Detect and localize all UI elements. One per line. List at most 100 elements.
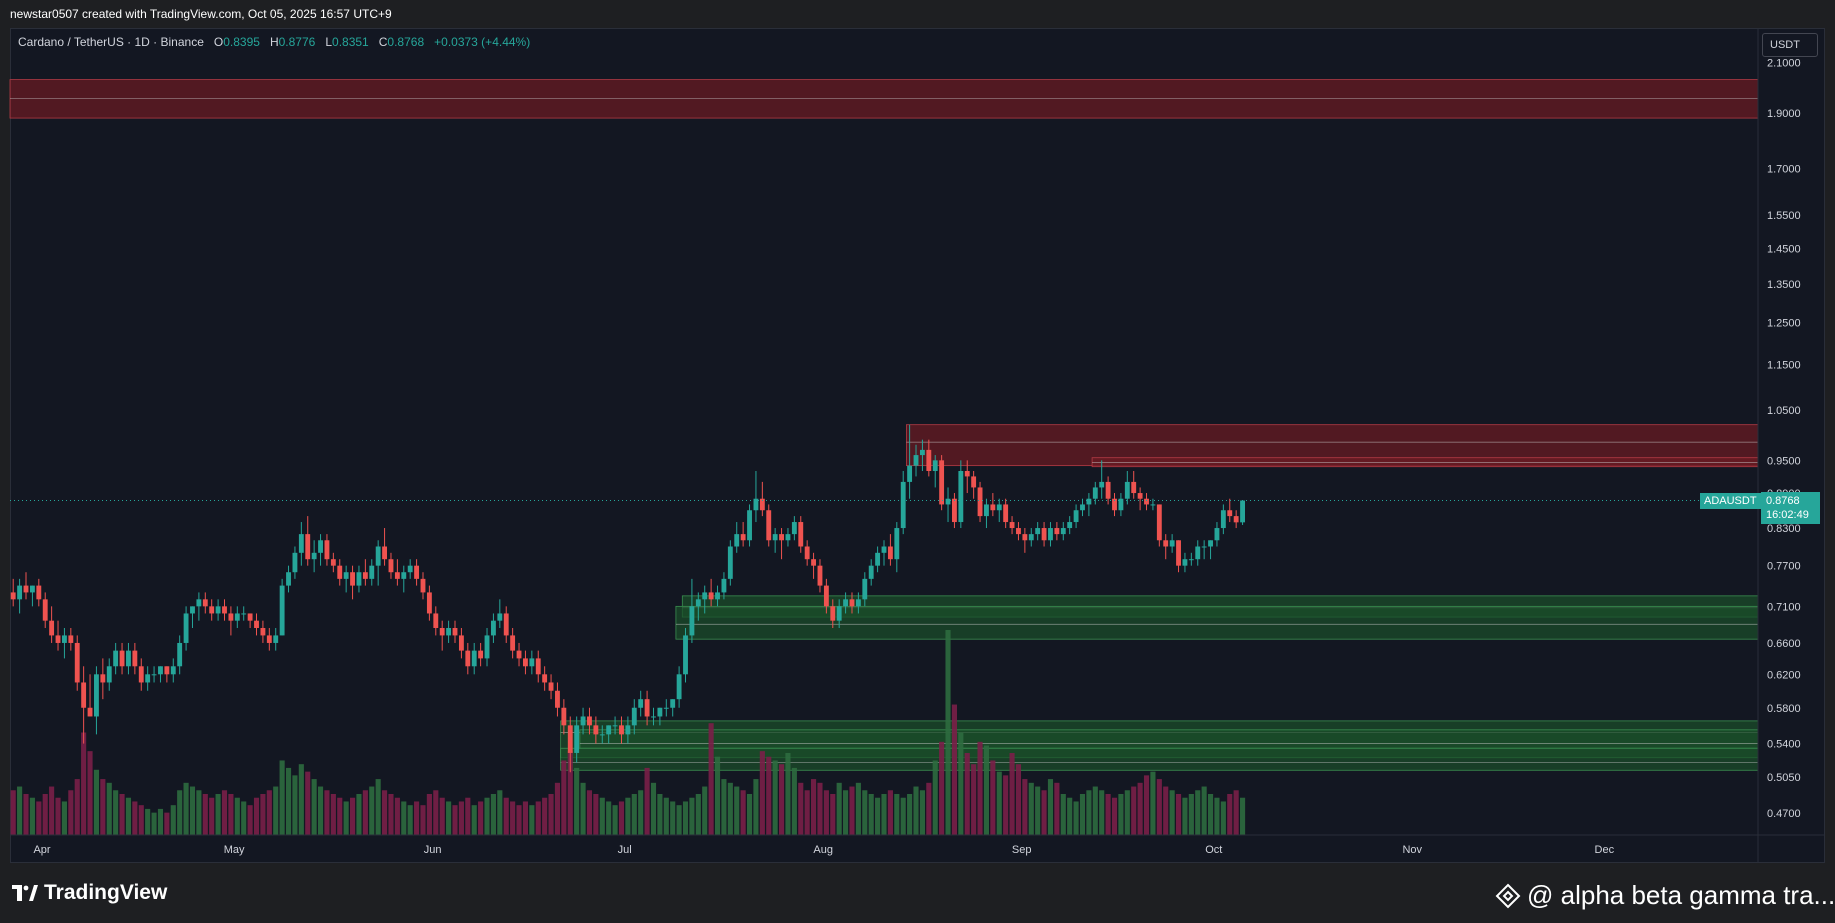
time-tick-label: May xyxy=(224,844,245,856)
volume-bar xyxy=(1169,790,1175,835)
volume-bar xyxy=(1214,797,1220,835)
legend-change: +0.0373 (+4.44%) xyxy=(434,35,531,49)
volume-bar xyxy=(945,630,951,835)
volume-bar xyxy=(196,790,202,835)
volume-bar xyxy=(1195,790,1201,835)
volume-bar xyxy=(791,767,797,835)
candle-body xyxy=(644,699,650,717)
candle-body xyxy=(350,572,355,586)
price-tick-label: 0.5050 xyxy=(1767,772,1801,784)
volume-bar xyxy=(900,797,906,835)
volume-bar xyxy=(452,805,458,835)
time-tick-label: Jul xyxy=(618,844,632,856)
volume-bar xyxy=(1118,794,1124,835)
candle-body xyxy=(676,674,682,700)
volume-bar xyxy=(996,771,1002,835)
volume-bar xyxy=(253,797,260,835)
volume-bar xyxy=(170,805,176,835)
volume-bar xyxy=(734,786,740,835)
price-tick-label: 1.9000 xyxy=(1767,108,1801,120)
candle-body xyxy=(747,510,752,541)
candle-body xyxy=(369,565,375,579)
volume-bar xyxy=(234,797,240,835)
volume-bar xyxy=(618,801,625,835)
price-tick-label: 0.5400 xyxy=(1767,739,1801,751)
volume-bar xyxy=(356,794,362,835)
volume-bar xyxy=(157,808,164,835)
candle-body xyxy=(875,552,881,566)
volume-bar xyxy=(522,801,528,835)
volume-bar xyxy=(433,790,439,835)
candle-body xyxy=(523,658,528,667)
volume-bar xyxy=(279,760,285,835)
candle-body xyxy=(964,471,970,477)
candle-body xyxy=(580,716,586,726)
volume-bar xyxy=(971,764,977,835)
volume-bar xyxy=(682,801,689,835)
candle-body xyxy=(471,650,477,667)
candle-body xyxy=(555,690,560,708)
volume-bar xyxy=(1207,794,1214,835)
candle-body xyxy=(1220,510,1226,529)
candle-body xyxy=(971,476,977,488)
volume-bar xyxy=(554,782,561,835)
candle-body xyxy=(222,606,227,614)
candle-body xyxy=(1182,559,1188,566)
candle-body xyxy=(804,546,810,560)
legend-high-label: H xyxy=(269,35,279,49)
volume-bar xyxy=(753,779,759,835)
volume-bar xyxy=(407,805,413,835)
volume-bar xyxy=(1137,782,1143,835)
zone-support-4 xyxy=(675,605,1759,640)
time-tick-label: Sep xyxy=(1012,844,1032,856)
candle-body xyxy=(702,592,708,600)
volume-bar xyxy=(382,790,388,835)
volume-bar xyxy=(471,805,477,835)
candle-body xyxy=(241,613,247,615)
volume-bar xyxy=(1227,794,1233,835)
candle-body xyxy=(1067,522,1073,529)
volume-bar xyxy=(638,790,644,835)
tradingview-brand: TradingView xyxy=(44,881,168,904)
candle-body xyxy=(286,572,291,586)
candle-body xyxy=(74,642,80,683)
currency-selector[interactable]: USDT xyxy=(1762,33,1818,57)
volume-bar xyxy=(766,756,772,835)
candle-body xyxy=(651,716,656,718)
candle-body xyxy=(177,642,183,667)
volume-bar xyxy=(202,794,208,835)
candle-body xyxy=(1169,540,1175,547)
volume-bar xyxy=(695,794,701,835)
candle-body xyxy=(439,627,445,636)
bar-countdown: 16:02:49 xyxy=(1766,508,1809,521)
candle-body xyxy=(318,540,323,553)
candle-body xyxy=(945,498,951,505)
tradingview-logo[interactable]: TradingView xyxy=(12,881,167,905)
volume-bar xyxy=(702,786,708,835)
candle-body xyxy=(298,534,304,553)
volume-bar xyxy=(113,790,119,835)
volume-bar xyxy=(74,779,80,835)
price-axis: 2.1000 1.9000 1.7000 1.5500 1.4500 1.3500 1.25… xyxy=(1757,28,1801,863)
candle-body xyxy=(1003,504,1009,523)
candle-body xyxy=(1195,546,1201,560)
volume-bar xyxy=(830,794,836,835)
volume-bar xyxy=(1054,782,1060,835)
volume-bar xyxy=(292,775,298,835)
volume-bar xyxy=(241,801,247,835)
volume-bar xyxy=(1086,790,1092,835)
candle-body xyxy=(234,613,240,621)
last-price-tag: 0.8768 16:02:49 xyxy=(1761,491,1820,524)
candle-body xyxy=(855,599,861,607)
volume-bar xyxy=(87,751,93,835)
volume-bar xyxy=(1150,771,1156,835)
candle-body xyxy=(919,449,925,456)
volume-bar xyxy=(119,794,125,835)
volume-bar xyxy=(414,801,420,835)
volume-bar xyxy=(1099,790,1105,835)
volume-bar xyxy=(1041,790,1047,835)
candle-body xyxy=(337,565,343,579)
candle-body xyxy=(1227,510,1233,517)
candle-body xyxy=(1048,528,1053,541)
